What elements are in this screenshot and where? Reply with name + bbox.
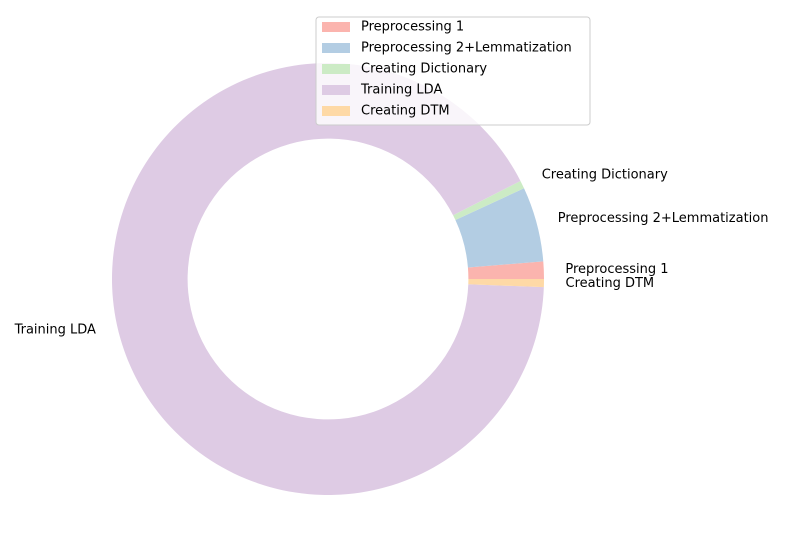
legend: Preprocessing 1 Preprocessing 2+Lemmatiza… — [315, 16, 591, 126]
slice-creating-dictionary — [453, 180, 525, 221]
legend-swatch-creating-dtm — [322, 106, 350, 116]
slice-label-preprocessing-1: Preprocessing 1 — [565, 262, 668, 277]
slice-label-creating-dictionary: Creating Dictionary — [542, 168, 668, 183]
legend-swatch-preprocessing-2-lemmatization — [322, 43, 350, 53]
slice-training-lda — [111, 63, 544, 495]
legend-label-training-lda: Training LDA — [360, 83, 442, 98]
slice-creating-dtm — [468, 279, 544, 288]
slice-preprocessing-1 — [467, 261, 544, 279]
slice-label-training-lda: Training LDA — [14, 323, 96, 338]
slice-preprocessing-2-lemmatization — [455, 188, 544, 268]
legend-frame — [315, 16, 591, 126]
legend-swatch-preprocessing-1 — [322, 22, 350, 32]
legend-entries: Preprocessing 1 Preprocessing 2+Lemmatiza… — [322, 20, 572, 119]
slice-label-creating-dtm: Creating DTM — [566, 276, 655, 291]
slice-label-preprocessing-2-lemmatization: Preprocessing 2+Lemmatization — [558, 211, 769, 226]
legend-swatch-training-lda — [322, 85, 350, 95]
slices-group — [111, 63, 544, 495]
legend-label-creating-dtm: Creating DTM — [361, 104, 450, 119]
slice-labels-group: Preprocessing 1 Preprocessing 2+Lemmatiza… — [14, 168, 769, 338]
legend-label-creating-dictionary: Creating Dictionary — [361, 62, 487, 77]
legend-swatch-creating-dictionary — [322, 64, 350, 74]
legend-label-preprocessing-1: Preprocessing 1 — [361, 20, 464, 35]
legend-label-preprocessing-2-lemmatization: Preprocessing 2+Lemmatization — [361, 41, 572, 56]
